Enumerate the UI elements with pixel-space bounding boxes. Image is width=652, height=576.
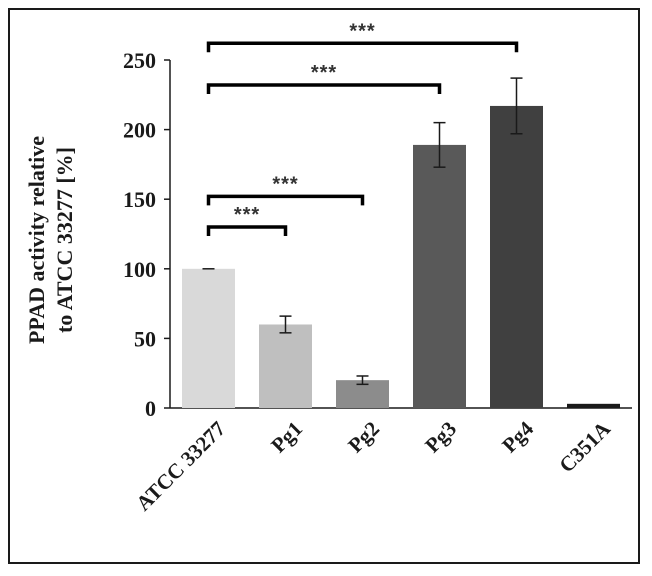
category-label-0: ATCC 33277 [131,417,230,516]
bar-0 [182,268,235,408]
bar-4 [490,105,543,408]
y-tick-label: 150 [123,187,156,212]
bar-5 [567,403,620,408]
significance-brackets: *** *** *** *** [206,20,519,237]
y-tick-label: 250 [123,48,156,73]
y-axis-label-line-2: to ATCC 33277 [%] [52,147,77,333]
significance-label-1: *** [272,173,298,195]
significance-bracket-3 [206,41,519,53]
y-tick-label: 200 [123,118,156,143]
error-bars [202,77,523,386]
bar-1 [259,324,312,408]
significance-bracket-1 [206,194,365,206]
significance-label-2: *** [311,62,337,84]
significance-bracket-2 [206,83,442,95]
y-tick-label: 100 [123,257,156,282]
category-label-4: Pg4 [497,416,538,457]
y-axis-label-line-1: PPAD activity relative [24,136,49,344]
y-tick-label: 50 [134,326,156,351]
category-label-3: Pg3 [420,417,461,458]
y-tick-label: 0 [145,396,156,421]
category-label-1: Pg1 [266,417,307,458]
y-axis-label: PPAD activity relative to ATCC 33277 [%] [24,136,77,344]
significance-label-3: *** [349,20,375,42]
axes [164,59,632,409]
significance-bracket-0 [206,225,288,237]
category-label-2: Pg2 [343,417,384,458]
category-label-5: C351A [554,416,615,477]
bars [182,105,620,409]
bar-3 [413,144,466,409]
significance-label-0: *** [234,204,260,226]
